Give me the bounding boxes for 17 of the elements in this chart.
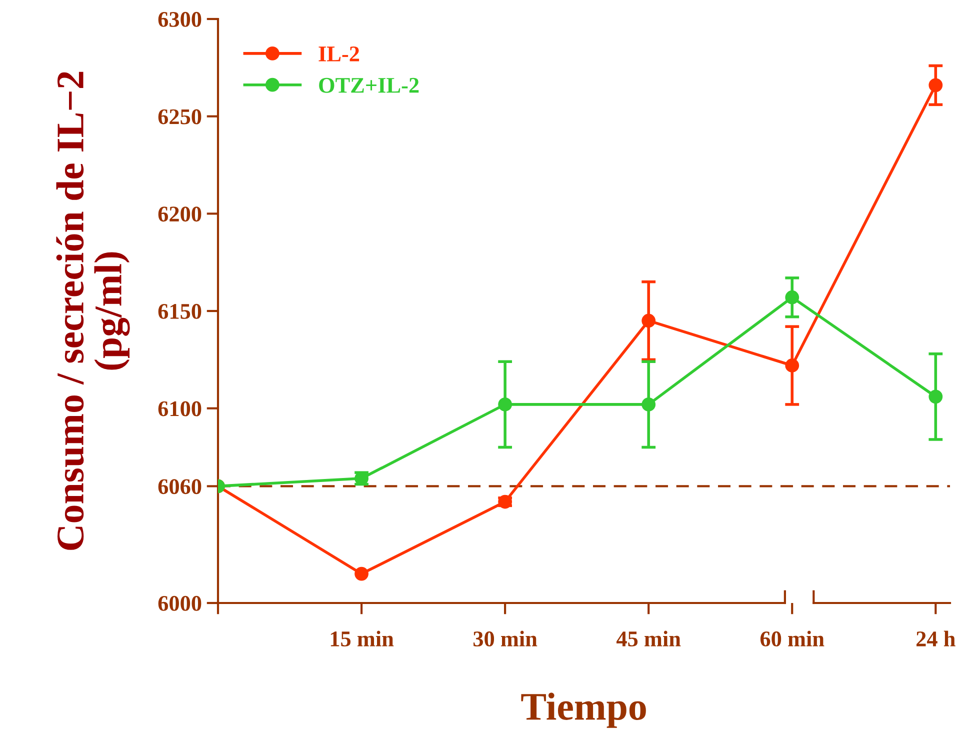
y-tick-label: 6100	[158, 401, 202, 416]
x-tick-label: 60 min	[760, 630, 824, 646]
x-tick-label: 45 min	[616, 630, 681, 646]
x-axis-title: Tiempo	[521, 692, 646, 728]
point	[354, 566, 368, 581]
y-axis-title: Consumo / secreción de IL−2 (pg/ml)	[56, 72, 130, 550]
y-tick-label: 6000	[158, 596, 202, 611]
y-tick-label: 6060	[158, 479, 202, 494]
y-tick-label: 6150	[158, 304, 202, 319]
legend-label: IL-2	[318, 46, 360, 62]
x-tick-label: 15 min	[330, 630, 394, 646]
legend-label: OTZ+IL-2	[319, 78, 419, 93]
y-tick-label: 6200	[158, 206, 202, 222]
y-tick-label: 6250	[158, 109, 202, 124]
y-tick-label: 6300	[158, 12, 202, 27]
x-tick-label: 30 min	[473, 630, 538, 646]
x-tick-label: 24 h	[916, 630, 956, 646]
